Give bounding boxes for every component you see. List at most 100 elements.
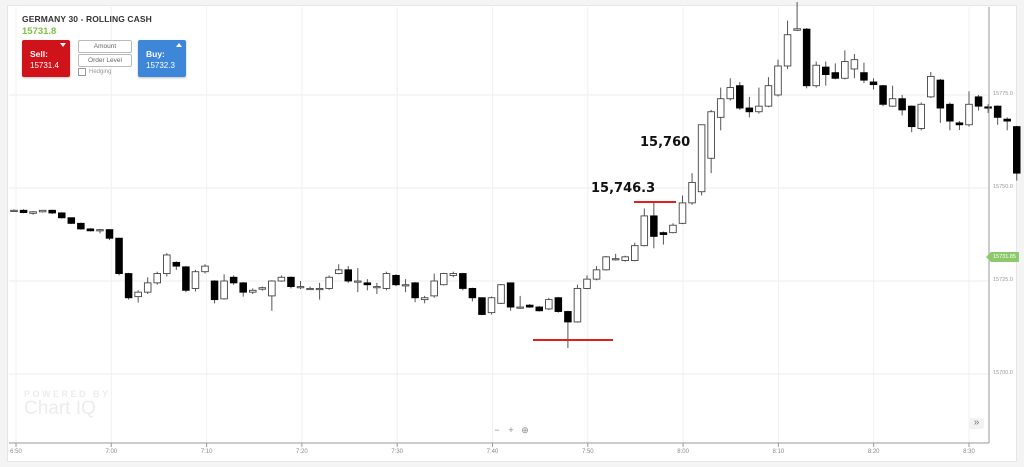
annotation-level-2: 15,760 [640,135,691,150]
instrument-header: GERMANY 30 - ROLLING CASH 15731.8 [22,14,152,37]
watermark-powered-by: POWERED BY [24,389,111,399]
candle [583,275,591,290]
candle [726,78,735,101]
candle [631,242,639,262]
candle [1003,117,1011,131]
candle [153,271,161,285]
candle [210,280,219,304]
candle [29,211,37,215]
candle [659,231,668,245]
candle [716,87,725,131]
caret-down-icon [60,43,66,47]
candle [315,282,324,300]
candle [611,253,620,261]
zoom-in-button[interactable]: + [508,425,514,435]
candle [277,275,286,282]
candle [917,102,926,131]
hedging-label: Hedging [89,69,112,75]
candle [296,281,305,290]
candle [134,290,142,303]
candle [774,59,782,97]
x-axis-label: 7:10 [200,449,213,455]
candle [650,201,658,249]
candle [640,208,649,247]
candle [707,109,715,174]
candle [344,266,353,283]
scroll-forward-button[interactable]: » [969,418,984,429]
candle [736,81,744,110]
order-level-button[interactable]: Order Level [78,54,132,67]
candle [487,296,496,315]
candle [936,79,945,123]
candle [688,173,696,205]
sell-button[interactable]: Sell: 15731.4 [22,40,70,77]
y-axis-label: 15775.0 [993,91,1013,97]
hedging-toggle[interactable]: Hedging [78,68,111,76]
candle [592,266,601,281]
candle [19,209,28,214]
amount-button[interactable]: Amount [78,40,132,53]
candle [38,209,47,213]
candle [984,104,992,113]
candle [182,266,190,293]
candle [678,195,687,225]
candle [382,271,391,291]
candle [373,282,381,295]
candle [755,87,763,114]
y-axis-label: 15700.0 [993,370,1013,376]
candle [115,237,123,276]
candle [764,77,773,108]
candle [497,283,505,305]
candle [697,124,706,196]
candle [545,297,553,311]
candle [879,84,887,107]
candle [258,286,267,291]
candle [77,222,85,230]
candle [525,304,534,308]
candle [67,217,76,225]
candle [669,223,677,234]
candle [888,85,897,107]
candle [392,274,400,287]
zoom-reset-icon[interactable]: ⊕ [521,425,529,435]
candle [334,264,343,275]
x-axis-label: 6:50 [10,449,22,455]
watermark-logo: Chart IQ [24,398,96,419]
candle [48,209,56,215]
candle [793,2,801,32]
candle [468,287,477,302]
candle [965,91,973,127]
candle [163,253,171,277]
candle [974,95,983,111]
candle [955,121,964,130]
candle [478,297,486,316]
candle [993,105,1002,125]
candle [86,228,95,232]
current-price-tag: 15731.85 [986,252,1019,262]
chartiq-watermark: POWERED BY Chart IQ [24,389,111,420]
candle [143,277,152,295]
candle [869,78,878,90]
candle [201,264,209,274]
candle [287,276,295,289]
x-axis-label: 7:00 [105,449,118,455]
candle [841,50,849,80]
candle [564,310,572,348]
candle [239,282,247,297]
candle [220,274,228,300]
candle [860,62,868,84]
candle [268,280,276,311]
candle [440,272,448,286]
zoom-controls: − + ⊕ [492,425,530,436]
buy-button[interactable]: Buy: 15732.3 [138,40,186,77]
candle [430,273,438,298]
candle [449,271,458,278]
candle [172,261,181,270]
zoom-out-button[interactable]: − [494,425,500,435]
hedging-checkbox[interactable] [78,68,86,76]
candle [554,296,563,313]
candle [831,63,840,80]
chart-frame [7,5,1017,462]
candle [783,20,792,69]
